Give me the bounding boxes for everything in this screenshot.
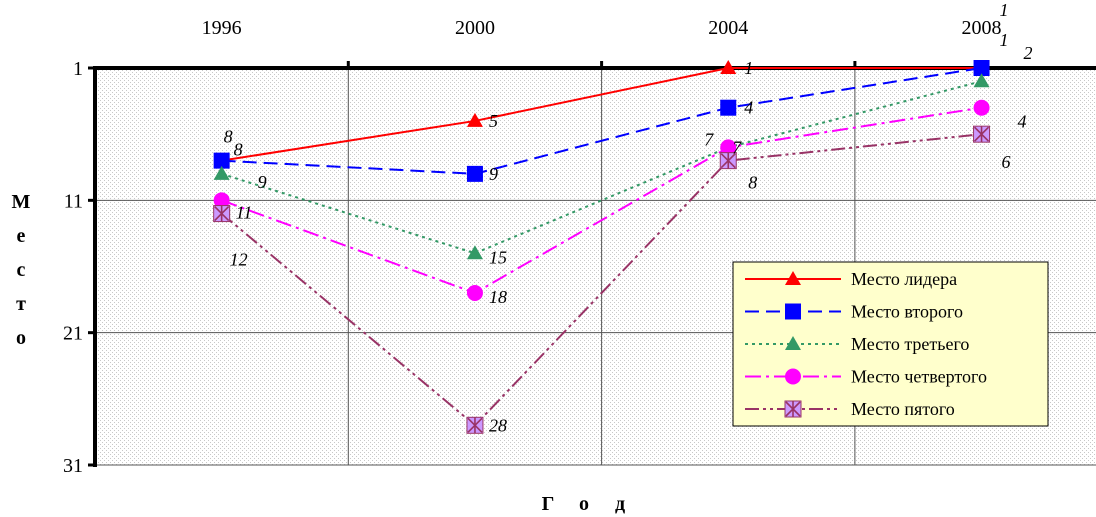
- data-label: 4: [1018, 112, 1027, 132]
- legend-entry-label: Место третьего: [851, 334, 969, 354]
- data-point-star: [213, 205, 231, 223]
- data-point-circle: [213, 192, 230, 209]
- data-label: 12: [230, 250, 248, 270]
- data-label: 11: [236, 202, 253, 222]
- legend-entry-label: Место лидера: [851, 269, 957, 289]
- data-label: 9: [489, 164, 498, 184]
- data-point-square: [973, 60, 990, 76]
- data-label: 9: [258, 172, 267, 192]
- y-tick-label: 1: [73, 58, 83, 80]
- series-group: [213, 60, 991, 434]
- x-tick-label: 2000: [455, 17, 495, 39]
- data-point-star: [719, 152, 737, 170]
- legend-entry-label: Место второго: [851, 302, 963, 322]
- data-label: 8: [234, 140, 243, 160]
- data-point-star: [466, 416, 484, 434]
- data-point-triangle: [973, 73, 990, 88]
- y-tick-label: 21: [63, 323, 83, 345]
- data-point-triangle: [213, 165, 230, 180]
- x-tick-label: 2008: [962, 17, 1002, 39]
- data-label: 15: [489, 247, 507, 267]
- data-label: 1: [1000, 30, 1009, 50]
- data-point-circle: [973, 99, 990, 116]
- x-tick-labels: 1996 2000 2004 2008: [202, 17, 1002, 39]
- data-label: 5: [489, 111, 498, 131]
- y-axis-title-letter: с: [17, 259, 26, 281]
- data-label: 1: [1000, 0, 1009, 20]
- series-line-5: [221, 133, 982, 427]
- legend-box: [732, 261, 1049, 427]
- data-point-square: [785, 303, 801, 320]
- x-axis-title-letter: о: [579, 493, 589, 515]
- x-axis-title-letter: Г: [542, 493, 555, 515]
- y-axis-title-letter: е: [17, 225, 26, 247]
- y-axis-title-letter: М: [12, 191, 31, 213]
- data-point-star: [973, 125, 991, 143]
- x-axis-title-letter: д: [615, 493, 625, 515]
- legend: Место лидера Место второго Место третьего М…: [732, 261, 1049, 427]
- data-label: 8: [748, 173, 757, 193]
- legend-entry-label: Место пятого: [851, 399, 955, 419]
- data-label: 1: [744, 58, 753, 78]
- data-point-triangle: [466, 112, 483, 127]
- data-label: 6: [1002, 152, 1011, 172]
- data-point-triangle: [466, 245, 483, 260]
- data-point-triangle: [720, 60, 737, 74]
- data-point-star: [784, 400, 802, 418]
- y-tick-label: 11: [64, 190, 83, 212]
- data-label: 2: [1024, 43, 1033, 63]
- x-tick-label: 1996: [202, 17, 242, 39]
- data-point-triangle: [785, 336, 801, 350]
- data-point-circle: [720, 139, 737, 156]
- data-label: 8: [224, 127, 233, 147]
- data-point-square: [466, 165, 483, 182]
- data-point-triangle: [785, 271, 801, 285]
- y-axis-title: Место: [12, 191, 31, 349]
- data-label: 28: [489, 415, 507, 435]
- y-axis-title-letter: т: [16, 293, 26, 315]
- data-point-square: [213, 152, 230, 169]
- data-label: 7: [732, 137, 742, 157]
- data-label: 18: [489, 287, 507, 307]
- series-line-2: [221, 67, 982, 175]
- data-point-circle: [785, 368, 801, 385]
- data-label: 4: [744, 98, 753, 118]
- data-point-circle: [466, 284, 483, 301]
- legend-entry-label: Место четвертого: [851, 367, 987, 387]
- x-tick-label: 2004: [708, 17, 748, 39]
- series-line-1: [221, 67, 982, 162]
- data-label: 7: [704, 129, 714, 149]
- y-axis-title-letter: о: [16, 327, 26, 349]
- data-point-square: [720, 99, 737, 116]
- series-line-4: [221, 106, 982, 295]
- y-tick-label: 31: [63, 455, 83, 477]
